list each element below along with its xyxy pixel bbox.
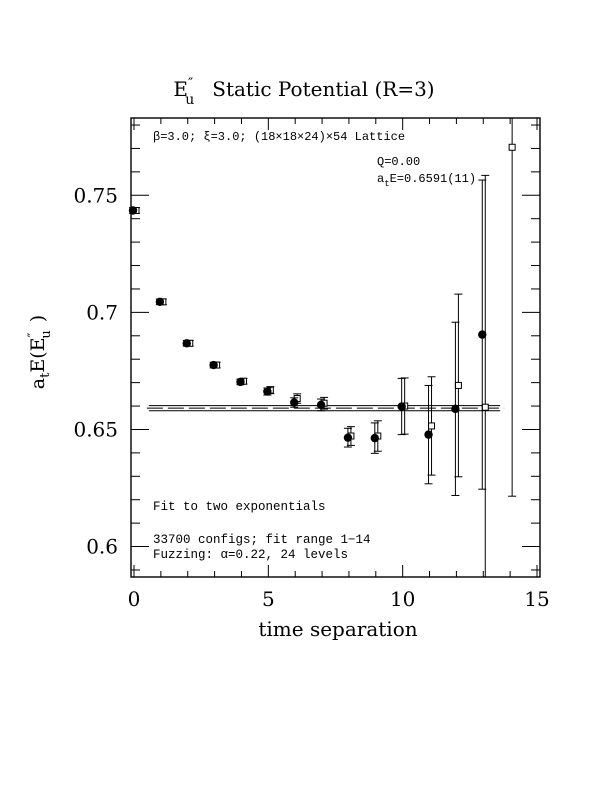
filled-circle-point (370, 433, 379, 443)
y-tick-label: 0.6 (86, 535, 118, 559)
filled-circle-point (128, 206, 138, 215)
filled-circle-point (343, 433, 353, 442)
filled-circle-point (424, 430, 433, 439)
lattice-annotation: β=3.0; ξ=3.0; (18×18×24)×54 Lattice (153, 130, 405, 144)
open-square-point (428, 422, 436, 430)
axis-ticks (131, 118, 540, 577)
filled-circle-point (397, 402, 406, 411)
plot-frame (130, 117, 541, 578)
fuzzing-annotation: Fuzzing: α=0.22, 24 levels (153, 548, 348, 562)
filled-circle-point (236, 377, 245, 387)
filled-circle-point (182, 339, 191, 348)
filled-circle-point (316, 400, 326, 410)
open-square-point (508, 143, 516, 151)
title-text: Static Potential (R=3) (212, 77, 434, 101)
open-square-point (481, 403, 489, 411)
filled-circle-point (155, 297, 165, 307)
filled-circle-point (263, 387, 272, 396)
x-tick-label: 15 (524, 587, 549, 611)
y-tick-label: 0.7 (86, 300, 118, 324)
title-symbol-subscript: u (185, 92, 194, 108)
title-symbol-prime: ″ (188, 76, 193, 92)
x-tick-label: 5 (262, 587, 275, 611)
energy-annotation: atE=0.6591(11) (377, 172, 476, 189)
chart-title: E″ u Static Potential (R=3) (173, 76, 434, 108)
x-tick-label: 10 (390, 587, 415, 611)
y-axis-label: atE(E″u) (26, 315, 54, 389)
x-axis-label: time separation (258, 617, 417, 641)
x-tick-label: 0 (128, 587, 141, 611)
filled-circle-point (209, 360, 218, 370)
y-tick-label: 0.75 (73, 183, 118, 207)
q-annotation: Q=0.00 (377, 155, 420, 169)
filled-circle-point (451, 404, 460, 414)
filled-circle-point (290, 398, 299, 407)
axis-tick-labels: 0 5 10 15 0.6 0.65 0.7 0.75 (73, 183, 549, 611)
fit-annotation: Fit to two exponentials (153, 500, 326, 514)
filled-circle-point (478, 330, 487, 339)
data-points (128, 118, 517, 577)
configs-annotation: 33700 configs; fit range 1−14 (153, 533, 371, 547)
open-square-point (454, 381, 462, 389)
y-tick-label: 0.65 (73, 417, 118, 441)
title-symbol: E (173, 77, 188, 101)
